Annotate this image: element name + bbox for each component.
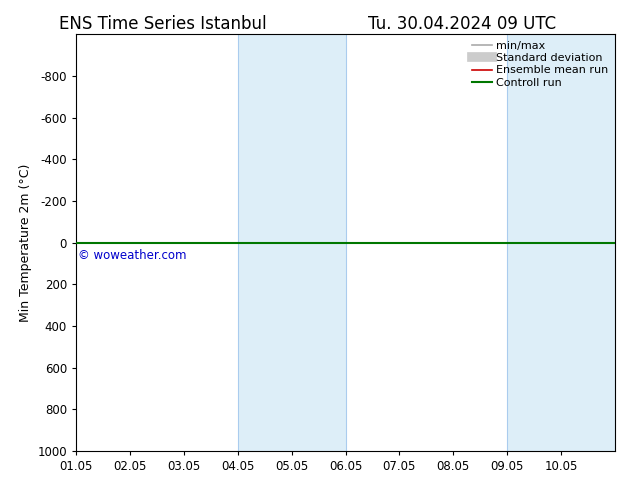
Text: Tu. 30.04.2024 09 UTC: Tu. 30.04.2024 09 UTC (368, 15, 556, 33)
Text: © woweather.com: © woweather.com (78, 249, 187, 262)
Bar (507, 34, 634, 451)
Y-axis label: Min Temperature 2m (°C): Min Temperature 2m (°C) (19, 163, 32, 322)
Legend: min/max, Standard deviation, Ensemble mean run, Controll run: min/max, Standard deviation, Ensemble me… (467, 37, 612, 92)
Text: ENS Time Series Istanbul: ENS Time Series Istanbul (59, 15, 266, 33)
Bar (238, 34, 346, 451)
